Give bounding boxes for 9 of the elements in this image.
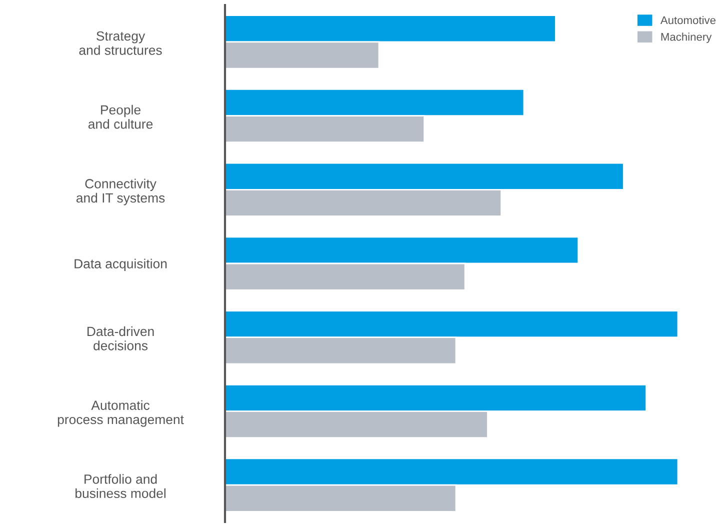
y-tick-label: Portfolio and business model [76, 474, 166, 498]
y-tick-label: Strategy and structures [79, 31, 162, 55]
y-tick-label: Data-driven decisions [87, 326, 154, 350]
legend-label: Machinery [661, 32, 712, 43]
y-tick-label: People and culture [88, 104, 153, 129]
y-tick-label: Connectivity and IT systems [76, 178, 165, 206]
legend-label: Automotive [660, 16, 716, 24]
y-tick-label: Data acquisition [74, 258, 167, 272]
y-tick-label: Automatic process management [58, 400, 184, 427]
